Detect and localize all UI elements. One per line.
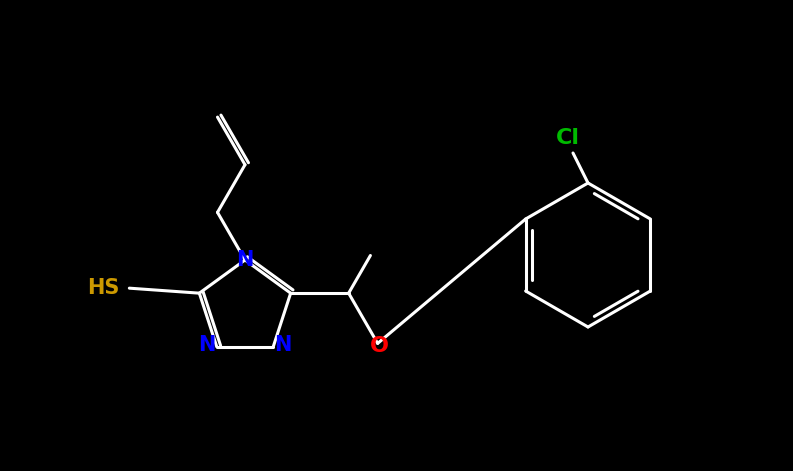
Text: N: N	[274, 335, 292, 355]
Text: O: O	[370, 336, 389, 357]
Text: N: N	[236, 250, 254, 270]
Text: Cl: Cl	[556, 128, 580, 148]
Text: N: N	[198, 335, 216, 355]
Text: HS: HS	[87, 278, 120, 298]
